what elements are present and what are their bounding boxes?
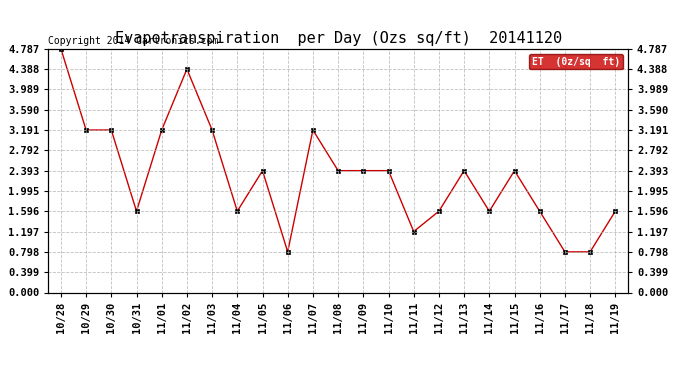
Legend: ET  (0z/sq  ft): ET (0z/sq ft) (529, 54, 623, 69)
Text: Copyright 2014 Cartronics.com: Copyright 2014 Cartronics.com (48, 36, 219, 46)
Title: Evapotranspiration  per Day (Ozs sq/ft)  20141120: Evapotranspiration per Day (Ozs sq/ft) 2… (115, 31, 562, 46)
